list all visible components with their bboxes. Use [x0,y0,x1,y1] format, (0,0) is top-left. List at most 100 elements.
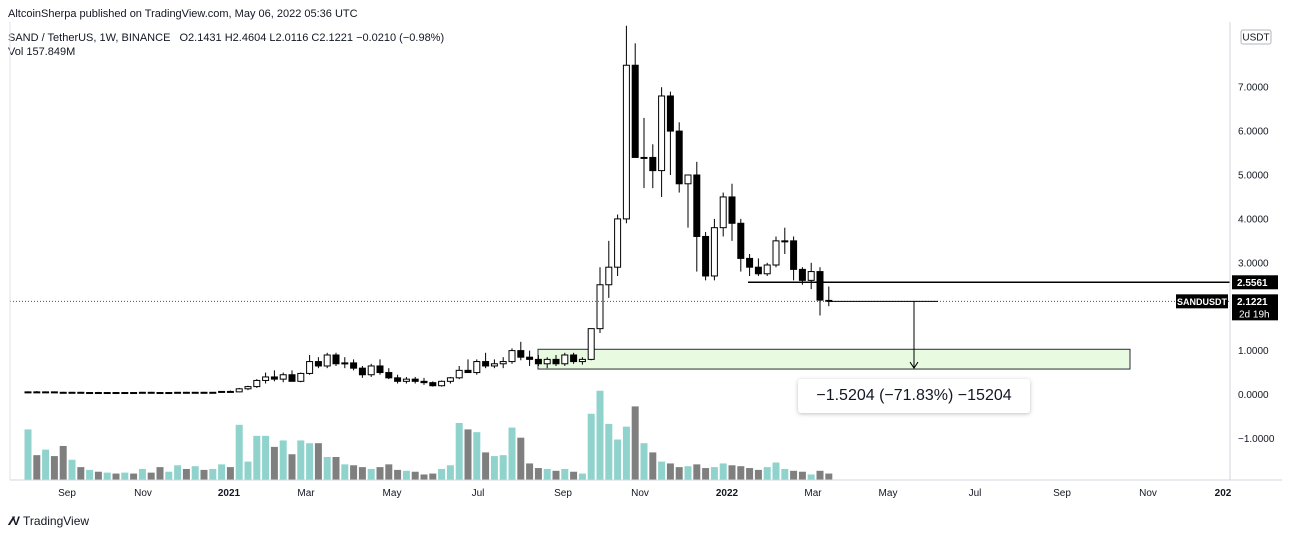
candle-body [649,156,657,172]
price-tick-label: 5.0000 [1238,171,1269,182]
price-tick-label: 1.0000 [1238,346,1269,357]
candle-body [631,64,639,158]
candle-body [244,386,252,390]
candle-body [429,382,437,387]
time-tick-label: Jul [969,488,982,499]
volume-bar [174,465,182,480]
volume-bar [658,461,666,480]
currency-badge [1240,29,1272,45]
candle-body [438,380,446,387]
volume-bar [165,471,173,480]
volume-bar [693,464,701,480]
volume-bar [702,468,710,480]
candle-body [24,391,32,394]
candle-body [402,378,410,382]
volume-bar [578,473,586,480]
volume-bar [130,473,138,480]
volume-bar [517,437,525,480]
volume-bar [24,429,32,480]
candle-body [94,392,102,395]
volume-bar [341,464,349,480]
volume-bar [482,452,490,480]
candle-body [455,369,463,379]
candle-body [719,196,727,229]
symbol-badge [1176,294,1228,309]
candle-body [191,391,199,394]
candle-body [605,266,613,286]
candle-body [200,391,208,394]
time-tick-label: 2022 [716,488,739,499]
volume-bar [622,426,630,480]
volume-bar [209,468,217,480]
candle-body [209,391,217,394]
volume-bar [631,406,639,480]
ohlc-low: L2.0116 [269,32,309,44]
candle-body [737,222,745,259]
time-tick-label: Nov [631,488,649,499]
candle-body [411,378,419,382]
volume-bar [490,456,498,480]
volume-bar [508,427,516,480]
candle-body [499,361,507,365]
volume-bar [394,469,402,480]
volume-bar [675,467,683,480]
ohlc-change: −0.0210 (−0.98%) [356,32,445,44]
time-tick-label: 202 [1215,488,1232,499]
candle-body [262,376,270,381]
volume-bar [446,465,454,480]
candle-body [763,264,771,275]
candle-body [112,392,120,395]
volume-bar [332,457,340,480]
volume-bar [314,443,322,480]
volume-bar [499,455,507,480]
candle-body [534,358,542,365]
candle-body [165,392,173,395]
level-price-badge [1232,275,1278,290]
price-tick-label: 7.0000 [1238,83,1269,94]
candle-body [297,372,305,382]
time-tick-label: Sep [58,488,76,499]
volume-bar [455,422,463,480]
candle-body [385,372,393,379]
candle-body [42,391,50,394]
volume-bar [147,472,155,480]
candle-body [323,354,331,367]
price-tick-label: 3.0000 [1238,258,1269,269]
volume-bar [244,461,252,480]
candle-body [314,361,322,367]
time-tick-label: Jul [472,488,485,499]
volume-bar [816,470,824,480]
volume-bar [781,468,789,480]
volume-bar [121,472,129,480]
candle-body [666,95,674,132]
symbol-name[interactable]: SAND / TetherUS, 1W, BINANCE [8,32,171,44]
volume-bar [825,473,833,480]
time-tick-label: May [879,488,898,499]
ohlc-high: H2.4604 [224,32,267,44]
candle-body [332,354,340,365]
price-tick-label: 4.0000 [1238,214,1269,225]
volume-value: 157.849M [26,46,76,58]
volume-bar [350,465,358,480]
candle-body [306,361,314,374]
time-tick-label: Mar [297,488,315,499]
volume-bar [640,443,648,480]
volume-bar [262,435,270,480]
candle-body [807,271,815,281]
candle-body [367,365,375,376]
volume-bar [772,462,780,480]
volume-bar [754,469,762,480]
candle-body [174,391,182,394]
volume-bar [684,466,692,480]
candle-body [121,392,129,395]
candle-body [543,358,551,365]
price-tick-label: 6.0000 [1238,127,1269,138]
candle-body [508,350,516,363]
volume-bar [570,471,578,480]
volume-legend: Vol 157.849M [8,46,75,58]
volume-bar [710,467,718,480]
price-tick-label: 0.0000 [1238,390,1269,401]
volume-bar [218,464,226,480]
volume-bar [358,467,366,480]
